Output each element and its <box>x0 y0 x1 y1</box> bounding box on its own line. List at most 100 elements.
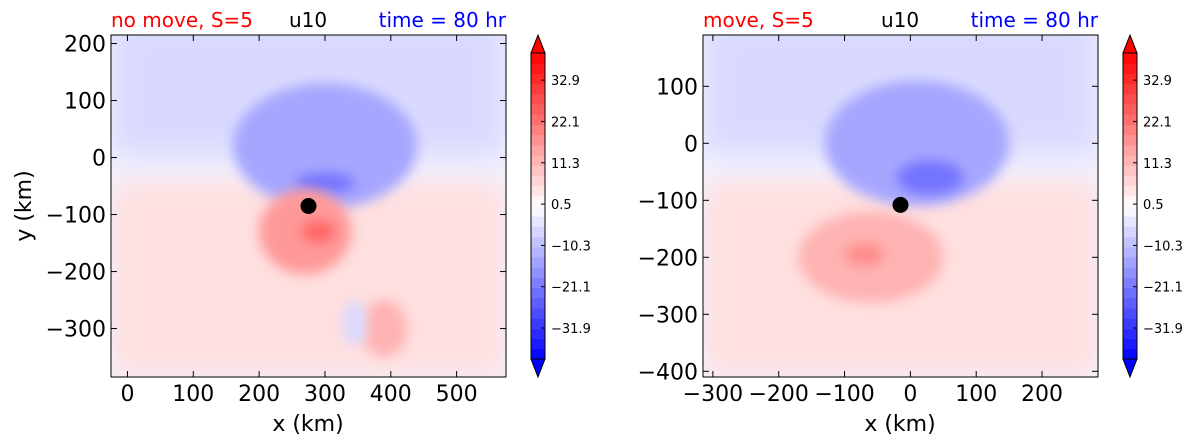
colorbar-band <box>1123 348 1137 360</box>
y-tick-label: −300 <box>638 303 698 328</box>
colorbar-band <box>531 338 545 350</box>
colorbar-band <box>531 93 545 105</box>
colorbar-band <box>531 236 545 248</box>
colorbar-band <box>1123 246 1137 258</box>
colorbar-tick-label: 11.3 <box>1143 157 1172 172</box>
y-tick-label: 100 <box>656 75 698 100</box>
colorbar-tick-label: −10.3 <box>551 239 591 254</box>
colorbar-band <box>531 53 545 64</box>
field-anomaly-positive <box>361 300 408 358</box>
field-anomaly-negative <box>897 160 964 195</box>
y-ticks: 200 100 0 −100 −200 −300 <box>46 33 506 343</box>
colorbar-band <box>531 216 545 227</box>
colorbar-band <box>1123 287 1137 299</box>
colorbar-band <box>531 267 545 278</box>
colorbar-band <box>531 144 545 156</box>
colorbar-band <box>531 308 545 319</box>
colorbar-extend-max <box>530 33 546 54</box>
colorbar-extend-min <box>530 358 546 379</box>
field-anomaly-negative <box>232 83 418 209</box>
colorbar-band <box>531 134 545 146</box>
colorbar-tick-label: 0.5 <box>1143 198 1164 213</box>
y-ticks: 100 0 −100 −200 −300 −400 <box>638 75 1098 385</box>
x-tick-label: 300 <box>304 382 346 407</box>
colorbar-frame <box>1122 52 1138 360</box>
colorbar-band <box>1123 144 1137 156</box>
colorbar-band <box>531 175 545 187</box>
colorbar-band <box>531 206 545 217</box>
colorbar-band <box>531 165 545 176</box>
colorbar-band <box>1123 216 1137 227</box>
colorbar-tick-label: −10.3 <box>1143 239 1183 254</box>
colorbar-band <box>531 124 545 136</box>
colorbar-band <box>1123 226 1137 238</box>
colorbar-band <box>1123 185 1137 197</box>
y-tick-label: −100 <box>46 204 106 229</box>
colorbar-band <box>531 155 545 166</box>
left-panel: no move, S=5 u10 time = 80 hr 0 100 200 300… <box>12 8 591 437</box>
heatmap-field <box>703 35 1098 377</box>
colorbar-tick-label: −21.1 <box>551 281 591 296</box>
storm-center-marker <box>300 198 317 214</box>
x-tick-label: 100 <box>172 382 214 407</box>
colorbar-band <box>1123 308 1137 319</box>
colorbar-band <box>1123 206 1137 217</box>
colorbar-band <box>1123 297 1137 309</box>
right-panel: move, S=5 u10 time = 80 hr −300 −200 −100 0… <box>638 8 1183 437</box>
panel-title-time: time = 80 hr <box>971 8 1099 32</box>
y-tick-label: 0 <box>684 132 698 157</box>
colorbar-tick-label: 22.1 <box>551 115 580 130</box>
colorbar-band <box>531 246 545 258</box>
field-anomaly-positive <box>301 220 335 244</box>
colorbar-band <box>1123 155 1137 166</box>
colorbar-band <box>531 318 545 329</box>
colorbar-tick-label: 32.9 <box>551 74 580 89</box>
colorbar-band <box>1123 338 1137 350</box>
colorbar-frame <box>530 52 546 360</box>
colorbar-tick-label: −21.1 <box>1143 281 1183 296</box>
y-tick-label: −200 <box>638 246 698 271</box>
plot-frame <box>702 34 1099 378</box>
x-tick-label: −100 <box>814 382 874 407</box>
colorbar-tick-label: 0.5 <box>551 198 572 213</box>
colorbar-band <box>531 73 545 85</box>
y-tick-label: −200 <box>46 261 106 286</box>
panel-title-variable: u10 <box>289 8 327 32</box>
x-axis-label: x (km) <box>272 412 343 437</box>
field-anomaly-negative <box>295 172 355 194</box>
colorbar-band <box>1123 124 1137 136</box>
colorbar-band <box>1123 236 1137 248</box>
x-tick-label: 0 <box>120 382 134 407</box>
colorbar-tick-label: 22.1 <box>1143 115 1172 130</box>
colorbar-band <box>531 104 545 115</box>
x-tick-label: 400 <box>370 382 412 407</box>
colorbar-band <box>1123 53 1137 64</box>
x-tick-label: −200 <box>748 382 808 407</box>
x-tick-label: 200 <box>238 382 280 407</box>
y-tick-label: 0 <box>92 147 106 172</box>
x-ticks: 0 100 200 300 400 500 <box>120 35 478 407</box>
colorbar-band <box>531 63 545 74</box>
y-axis-label: y (km) <box>12 170 37 241</box>
y-tick-label: 200 <box>64 33 106 58</box>
colorbar-band <box>531 257 545 268</box>
panel-title-variable: u10 <box>881 8 919 32</box>
x-axis-label: x (km) <box>864 412 935 437</box>
colorbar-band <box>531 83 545 95</box>
colorbar-band <box>1123 93 1137 105</box>
field-anomaly-negative <box>824 80 1010 206</box>
colorbar-band <box>1123 257 1137 268</box>
panel-title-left: no move, S=5 <box>111 8 253 32</box>
field-anomaly-negative <box>342 300 367 346</box>
colorbar-band <box>1123 114 1137 125</box>
colorbar: 32.9 22.1 11.3 0.5 −10.3 −21.1 −31.9 <box>530 33 591 379</box>
colorbar-tick-label: −31.9 <box>1143 322 1183 337</box>
colorbar-tick-label: 11.3 <box>551 157 580 172</box>
colorbar-band <box>1123 165 1137 176</box>
colorbar-band <box>1123 83 1137 95</box>
panel-title-left: move, S=5 <box>703 8 814 32</box>
field-anomaly-positive <box>844 243 885 266</box>
colorbar-band <box>1123 175 1137 187</box>
colorbar-tick-label: 32.9 <box>1143 74 1172 89</box>
plot-frame <box>110 34 507 378</box>
